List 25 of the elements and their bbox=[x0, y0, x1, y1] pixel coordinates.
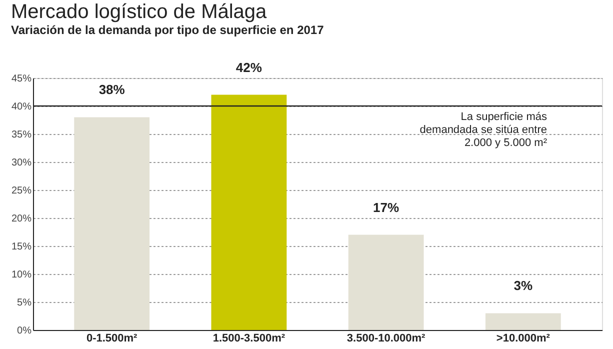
chart-subtitle: Variación de la demanda por tipo de superficie en 2017 bbox=[10, 22, 324, 37]
y-tick-label: 10% bbox=[11, 270, 32, 280]
y-tick-label: 5% bbox=[17, 298, 32, 308]
y-tick-label: 35% bbox=[11, 130, 32, 140]
y-tick-label: 45% bbox=[11, 74, 32, 84]
chart-title: Mercado logístico de Málaga bbox=[10, 0, 268, 23]
data-label: 42% bbox=[236, 60, 262, 75]
bar bbox=[74, 117, 150, 330]
ref-line-label: La superficie más demandada se sitúa entre 2.000 y 5.000 m² bbox=[420, 111, 548, 149]
bar bbox=[348, 234, 424, 330]
x-tick-label: >10.000m² bbox=[496, 332, 550, 344]
y-tick-label: 30% bbox=[11, 158, 32, 168]
x-tick-label: 1.500-3.500m² bbox=[212, 332, 286, 344]
y-tick-label: 0% bbox=[17, 326, 32, 336]
y-tick-label: 15% bbox=[11, 242, 32, 252]
y-tick-label: 25% bbox=[11, 186, 32, 196]
y-tick-label: 20% bbox=[11, 214, 32, 224]
x-tick-label: 3.500-10.000m² bbox=[346, 332, 426, 344]
data-label: 17% bbox=[373, 200, 400, 215]
data-label: 3% bbox=[514, 278, 533, 294]
x-tick-label: 0-1.500m² bbox=[86, 332, 138, 344]
bar bbox=[211, 94, 287, 330]
bar bbox=[485, 313, 561, 330]
y-tick-label: 40% bbox=[11, 102, 32, 112]
data-label: 38% bbox=[98, 82, 126, 98]
